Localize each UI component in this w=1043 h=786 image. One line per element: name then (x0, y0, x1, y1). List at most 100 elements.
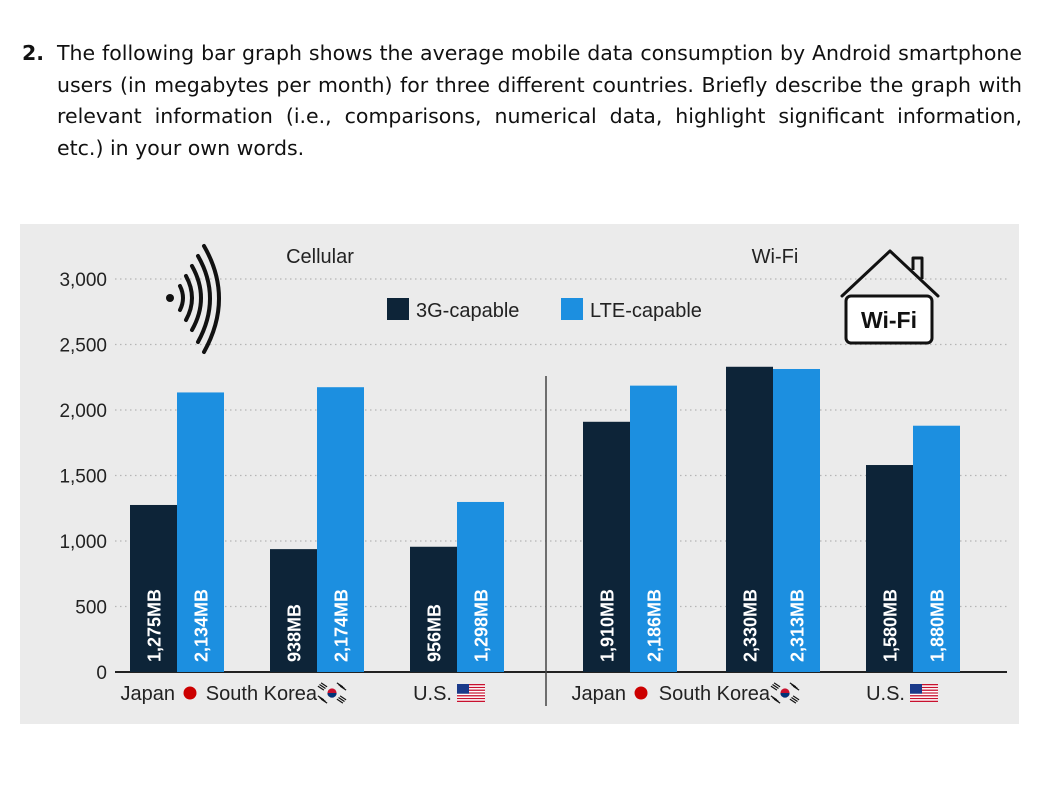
flag-trigram (339, 695, 347, 701)
y-tick-label: 1,000 (59, 532, 107, 553)
flag-stripe (457, 690, 485, 693)
flag-stripe (457, 696, 485, 698)
flag-trigram (773, 682, 781, 688)
bar-value-label: 1,580MB (881, 589, 901, 662)
flag-stripe (457, 700, 485, 702)
flag-trigram (770, 685, 778, 691)
signal-dot (166, 294, 174, 302)
bar-value-label: 2,330MB (741, 589, 761, 662)
bar-value-label: 1,275MB (145, 589, 165, 662)
flag-stripe (910, 695, 938, 697)
category-label: U.S. (413, 683, 452, 705)
bar (317, 387, 364, 672)
y-tick-label: 0 (96, 663, 107, 684)
bar-value-label: 2,186MB (645, 589, 665, 662)
flag-trigram (320, 682, 328, 688)
legend-label-lte: LTE-capable (590, 300, 702, 322)
bar (177, 392, 224, 672)
flag-trigram (792, 695, 800, 701)
house-chimney (911, 256, 924, 279)
flag-stripe (910, 684, 938, 686)
bar (913, 425, 960, 672)
signal-wave (184, 274, 194, 322)
signal-wave (178, 284, 185, 312)
bar (630, 385, 677, 672)
flag-stripe (910, 685, 938, 687)
bar-value-label: 2,174MB (332, 589, 352, 662)
flag-trigram (338, 697, 345, 702)
flag-dot (634, 686, 648, 700)
legend-swatch-lte (561, 298, 583, 320)
bar-value-label: 2,134MB (192, 589, 212, 662)
flag-stripe (457, 684, 485, 686)
category-label: Japan (121, 683, 176, 705)
flag-stripe (457, 697, 485, 700)
flag-stripe (457, 686, 485, 689)
bar (726, 366, 773, 672)
south-korea-flag-icon (770, 682, 800, 704)
wifi-badge-label: Wi-Fi (861, 307, 917, 333)
us-flag-icon (457, 684, 485, 702)
flag-stripe (457, 685, 485, 687)
us-flag-icon (910, 684, 938, 702)
bar-value-label: 2,313MB (788, 589, 808, 662)
flag-trigram (320, 698, 328, 704)
group-title-cellular: Cellular (286, 246, 354, 268)
category-label: South Korea (659, 683, 771, 705)
legend-label-3g: 3G-capable (416, 300, 519, 322)
flag-stripe (910, 693, 938, 696)
question-block: 2. The following bar graph shows the ave… (22, 38, 1022, 164)
flag-stripe (910, 686, 938, 689)
flag-stripe (457, 689, 485, 691)
flag-canton (457, 684, 469, 694)
flag-stripe (910, 696, 938, 698)
category-label: Japan (572, 683, 627, 705)
bar (866, 465, 913, 672)
south-korea-flag-icon (317, 682, 347, 704)
flag-stripe (457, 692, 485, 694)
bar (773, 368, 820, 672)
flag-stripe (910, 689, 938, 691)
bar-value-label: 1,298MB (472, 589, 492, 662)
bar-value-label: 1,880MB (928, 589, 948, 662)
chart-svg: 0 500 1,000 1,500 2,000 2,500 3,000 Cellular Wi-… (20, 224, 1019, 724)
question-number: 2. (22, 41, 45, 65)
y-tick-label: 500 (75, 598, 107, 619)
bar (410, 546, 457, 672)
bar-value-label: 956MB (425, 604, 445, 662)
signal-wave (202, 244, 221, 354)
y-tick-label: 3,000 (59, 270, 107, 291)
category-label: South Korea (206, 683, 318, 705)
signal-wave (196, 254, 212, 344)
flag-trigram (319, 684, 326, 689)
flag-taeguk-bottom (327, 693, 337, 698)
group-title-wifi: Wi-Fi (752, 246, 799, 268)
house-icon: Wi-Fi (840, 249, 940, 345)
y-tick-label: 2,000 (59, 401, 107, 422)
flag-trigram (789, 698, 797, 704)
flag-trigram (336, 698, 344, 704)
japan-flag-icon (183, 686, 197, 700)
flag-stripe (910, 700, 938, 702)
bar (583, 421, 630, 672)
flag-trigram (791, 697, 798, 702)
house-body (844, 294, 934, 345)
signal-wave (190, 264, 203, 332)
flag-stripe (910, 697, 938, 700)
y-tick-label: 1,500 (59, 467, 107, 488)
legend-swatch-3g (387, 298, 409, 320)
flag-trigram (789, 682, 797, 688)
bar-value-label: 1,910MB (598, 589, 618, 662)
flag-trigram (773, 698, 781, 704)
flag-stripe (457, 699, 485, 701)
flag-stripe (910, 690, 938, 693)
flag-stripe (910, 699, 938, 701)
flag-stripe (457, 693, 485, 696)
flag-trigram (336, 682, 344, 688)
flag-stripe (910, 688, 938, 690)
japan-flag-icon (634, 686, 648, 700)
flag-trigram (772, 684, 779, 689)
y-tick-label: 2,500 (59, 336, 107, 357)
flag-stripe (457, 695, 485, 697)
bar (270, 549, 317, 672)
